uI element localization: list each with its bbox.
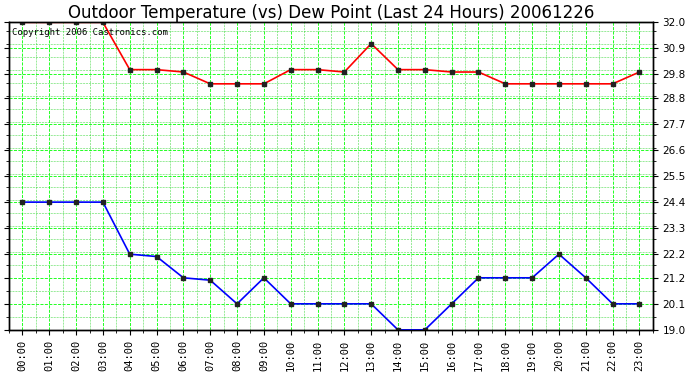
Text: Copyright 2006 Castronics.com: Copyright 2006 Castronics.com (12, 28, 168, 38)
Title: Outdoor Temperature (vs) Dew Point (Last 24 Hours) 20061226: Outdoor Temperature (vs) Dew Point (Last… (68, 4, 594, 22)
